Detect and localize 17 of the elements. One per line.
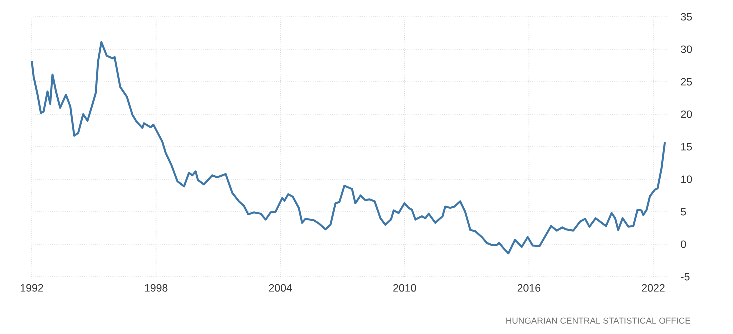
y-tick-label: 35	[681, 13, 692, 21]
y-tick-label: 0	[681, 240, 686, 248]
text: HUNGARIAN CENTRAL STATISTICAL OFFICE	[506, 318, 691, 324]
x-tick-label: 1992	[20, 284, 44, 292]
x-tick-label: 2010	[394, 284, 416, 292]
x-tick-label: 2004	[269, 284, 292, 292]
y-tick-label: 5	[681, 208, 686, 216]
y-tick-label: -5	[681, 273, 690, 281]
y-tick-label: 25	[681, 78, 692, 86]
x-tick-label: 2022	[642, 284, 665, 292]
y-tick-label: 10	[682, 176, 692, 184]
y-tick-label: 30	[681, 46, 692, 54]
y-tick-label: 15	[682, 143, 692, 151]
x-tick-label: 2016	[518, 284, 541, 292]
line-series	[31, 41, 666, 255]
y-tick-label: 20	[681, 110, 692, 118]
x-tick-label: 1998	[145, 284, 168, 292]
